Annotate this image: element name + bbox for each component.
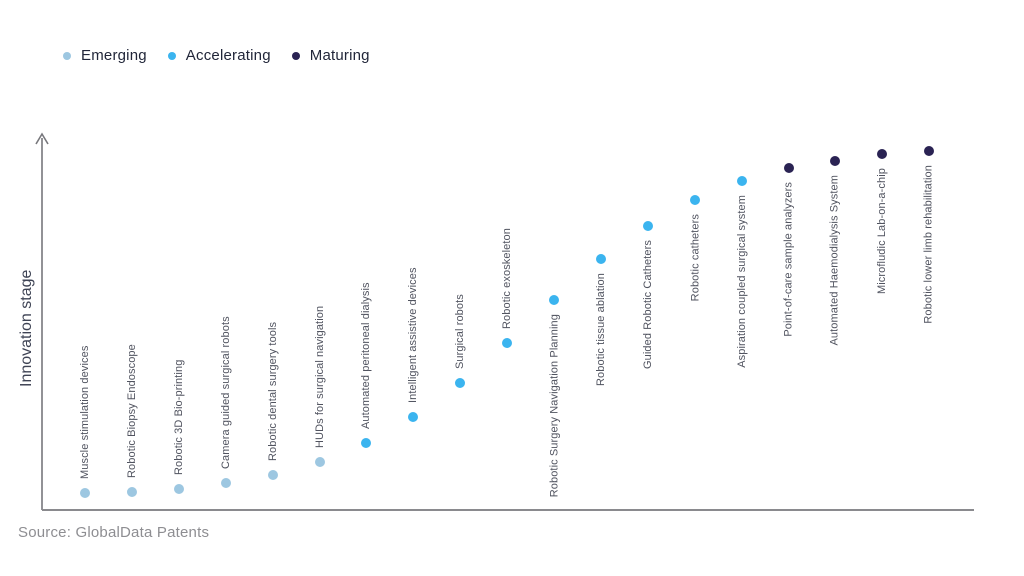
data-point-accelerating [737, 176, 747, 186]
point-label: Robotic tissue ablation [595, 273, 607, 386]
data-point-accelerating [596, 254, 606, 264]
point-label: Robotic lower limb rehabilitation [923, 165, 935, 324]
point-label: Robotic dental surgery tools [267, 321, 279, 461]
legend-item-emerging: Emerging [63, 47, 147, 64]
data-point-accelerating [690, 195, 700, 205]
point-label: Automated peritoneal dialysis [360, 282, 372, 429]
legend-label-maturing: Maturing [309, 47, 370, 64]
point-label: Aspiration coupled surgical system [736, 195, 748, 368]
data-point-accelerating [408, 412, 418, 422]
legend-item-maturing: Maturing [291, 47, 370, 64]
data-point-emerging [315, 457, 325, 467]
maturing-dot-icon [291, 51, 300, 60]
data-point-emerging [127, 487, 137, 497]
point-label: Surgical robots [454, 294, 466, 369]
data-point-maturing [830, 156, 840, 166]
point-label: Automated Haemodialysis System [829, 175, 841, 346]
accelerating-dot-icon [167, 51, 176, 60]
data-point-accelerating [549, 295, 559, 305]
point-label: Robotic 3D Bio-printing [173, 359, 185, 475]
point-label: Robotic exoskeleton [501, 228, 513, 329]
point-label: Guided Robotic Catheters [642, 240, 654, 369]
emerging-dot-icon [63, 51, 71, 60]
data-point-maturing [877, 149, 887, 159]
data-point-accelerating [502, 338, 512, 348]
data-point-maturing [924, 146, 934, 156]
point-label: Microfludic Lab-on-a-chip [876, 168, 888, 294]
y-axis-arrowhead-icon [35, 132, 49, 145]
point-label: HUDs for surgical navigation [314, 305, 326, 448]
point-label: Robotic catheters [689, 214, 701, 302]
data-point-emerging [80, 488, 90, 498]
point-label: Robotic Biopsy Endoscope [126, 344, 138, 478]
chart-legend: Emerging Accelerating Maturing [63, 47, 370, 64]
point-label: Point-of-care sample analyzers [783, 182, 795, 337]
data-point-emerging [268, 470, 278, 480]
source-caption: Source: GlobalData Patents [18, 524, 210, 541]
data-point-emerging [174, 484, 184, 494]
point-label: Camera guided surgical robots [220, 316, 232, 469]
legend-label-emerging: Emerging [81, 47, 147, 64]
point-label: Robotic Surgery Navigation Planning [548, 314, 560, 498]
point-label: Muscle stimulation devices [79, 345, 91, 479]
data-point-accelerating [361, 438, 371, 448]
legend-label-accelerating: Accelerating [185, 47, 271, 64]
point-label: Intelligent assistive devices [407, 267, 419, 403]
data-point-emerging [221, 478, 231, 488]
data-point-maturing [784, 163, 794, 173]
legend-item-accelerating: Accelerating [167, 47, 271, 64]
data-point-accelerating [643, 221, 653, 231]
data-point-accelerating [455, 378, 465, 388]
